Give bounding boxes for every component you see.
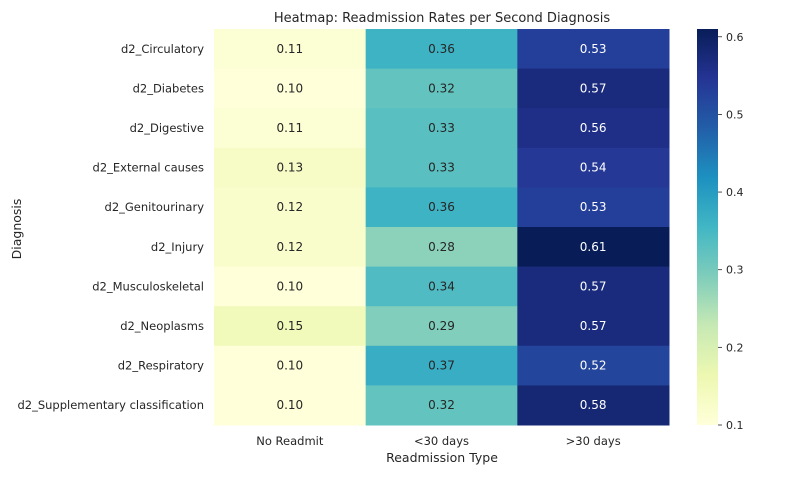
- heatmap-cell: [214, 385, 367, 426]
- heatmap-cell: [365, 227, 518, 268]
- cell-value-label: 0.10: [276, 398, 303, 412]
- cell-value-label: 0.33: [428, 121, 455, 135]
- row-tick-label: d2_Supplementary classification: [17, 398, 204, 412]
- heatmap-cell: [365, 68, 518, 109]
- cell-value-label: 0.11: [276, 42, 303, 56]
- cell-value-label: 0.37: [428, 359, 455, 373]
- cell-value-label: 0.28: [428, 240, 455, 254]
- heatmap-cell: [365, 187, 518, 228]
- colorbar-tick-label: 0.5: [726, 108, 744, 121]
- row-tick-label: d2_Musculoskeletal: [92, 279, 204, 293]
- cell-value-label: 0.33: [428, 161, 455, 175]
- column-tick-labels: No Readmit <30 days >30 days: [256, 434, 620, 448]
- row-tick-label: d2_External causes: [93, 161, 204, 175]
- heatmap-cell: [365, 29, 518, 70]
- cell-value-label: 0.10: [276, 359, 303, 373]
- cell-value-label: 0.29: [428, 319, 455, 333]
- heatmap-cell: [214, 68, 367, 109]
- column-tick-label: No Readmit: [256, 434, 324, 448]
- row-tick-label: d2_Circulatory: [121, 42, 204, 56]
- heatmap-cell: [365, 306, 518, 347]
- row-tick-label: d2_Genitourinary: [105, 200, 205, 214]
- cell-value-label: 0.54: [580, 161, 607, 175]
- heatmap-cell: [214, 108, 367, 149]
- cell-value-label: 0.32: [428, 398, 455, 412]
- column-tick-label: >30 days: [566, 434, 621, 448]
- cell-value-label: 0.53: [580, 42, 607, 56]
- heatmap-cell: [214, 187, 367, 228]
- cell-value-label: 0.52: [580, 359, 607, 373]
- heatmap-cell: [214, 306, 367, 347]
- colorbar-tick-label: 0.1: [726, 419, 744, 432]
- heatmap-cell: [517, 147, 670, 188]
- colorbar-ticks: 0.1 0.2 0.3 0.4 0.5 0.6: [718, 31, 744, 432]
- row-tick-label: d2_Diabetes: [133, 81, 204, 95]
- cell-value-label: 0.34: [428, 279, 455, 293]
- heatmap-cell: [365, 345, 518, 386]
- colorbar-tick-label: 0.2: [726, 341, 744, 354]
- cell-value-label: 0.57: [580, 81, 607, 95]
- cell-value-label: 0.58: [580, 398, 607, 412]
- row-tick-labels: d2_Circulatory d2_Diabetes d2_Digestive d2_…: [17, 42, 204, 412]
- heatmap-cell: [517, 345, 670, 386]
- heatmap-cell: [365, 266, 518, 307]
- cell-value-label: 0.12: [276, 240, 303, 254]
- heatmap-cell: [214, 29, 367, 70]
- cell-value-label: 0.56: [580, 121, 607, 135]
- row-tick-label: d2_Injury: [151, 240, 204, 254]
- cell-value-label: 0.57: [580, 319, 607, 333]
- heatmap-cell: [214, 227, 367, 268]
- cell-value-label: 0.57: [580, 279, 607, 293]
- cell-value-label: 0.32: [428, 81, 455, 95]
- y-axis-label: Diagnosis: [9, 199, 24, 260]
- heatmap-cell: [517, 306, 670, 347]
- cell-value-label: 0.11: [276, 121, 303, 135]
- cell-value-label: 0.36: [428, 42, 455, 56]
- heatmap-cell: [517, 68, 670, 109]
- row-tick-label: d2_Neoplasms: [120, 319, 204, 333]
- heatmap-cell: [214, 345, 367, 386]
- colorbar-tick-label: 0.4: [726, 186, 744, 199]
- cell-value-label: 0.15: [276, 319, 303, 333]
- heatmap-cell: [214, 147, 367, 188]
- colorbar-tick-label: 0.6: [726, 31, 744, 44]
- cell-value-label: 0.12: [276, 200, 303, 214]
- heatmap-cell: [517, 29, 670, 70]
- column-tick-label: <30 days: [414, 434, 469, 448]
- heatmap-cell: [365, 385, 518, 426]
- heatmap-cell: [214, 266, 367, 307]
- heatmap-cell: [517, 385, 670, 426]
- cell-value-label: 0.10: [276, 81, 303, 95]
- row-tick-label: d2_Digestive: [130, 121, 204, 135]
- colorbar: [697, 29, 718, 425]
- chart-title: Heatmap: Readmission Rates per Second Di…: [274, 11, 610, 26]
- cell-value-label: 0.10: [276, 279, 303, 293]
- colorbar-tick-label: 0.3: [726, 264, 744, 277]
- heatmap-cell: [517, 227, 670, 268]
- heatmap-cell: [365, 147, 518, 188]
- cell-value-label: 0.61: [580, 240, 607, 254]
- cell-value-label: 0.53: [580, 200, 607, 214]
- row-tick-label: d2_Respiratory: [118, 359, 204, 373]
- cell-value-label: 0.13: [276, 161, 303, 175]
- cell-value-label: 0.36: [428, 200, 455, 214]
- heatmap-cells: 0.11 0.36 0.53 0.10 0.32 0.57 0.11 0.33 0.56 0.13…: [214, 29, 670, 426]
- heatmap-cell: [365, 108, 518, 149]
- heatmap-cell: [517, 108, 670, 149]
- heatmap-cell: [517, 187, 670, 228]
- x-axis-label: Readmission Type: [386, 450, 498, 465]
- heatmap-cell: [517, 266, 670, 307]
